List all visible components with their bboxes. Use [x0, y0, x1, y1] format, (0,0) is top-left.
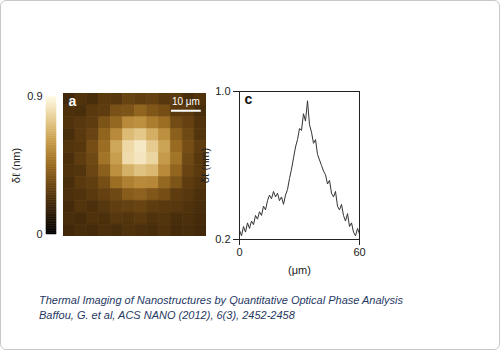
- svg-text:0: 0: [36, 228, 42, 240]
- svg-text:a: a: [69, 93, 77, 109]
- html-text:Baffou, G. et al, ACS NANO (20: Baffou, G. et al, ACS NANO (2012), 6(3),…: [39, 309, 295, 321]
- svg-text:10 μm: 10 μm: [172, 96, 200, 107]
- svg-text:60: 60: [353, 246, 365, 258]
- svg-text:δℓ (nm): δℓ (nm): [10, 148, 22, 183]
- svg-text:c: c: [245, 91, 253, 107]
- html-text:Thermal Imaging of Nanostructu: Thermal Imaging of Nanostructures by Qua…: [39, 294, 403, 306]
- svg-text:0.9: 0.9: [27, 90, 42, 102]
- svg-text:δℓ (nm): δℓ (nm): [199, 148, 211, 183]
- svg-text:(μm): (μm): [288, 264, 311, 276]
- svg-text:1.0: 1.0: [215, 85, 230, 97]
- svg-text:0: 0: [236, 246, 242, 258]
- svg-text:0.2: 0.2: [215, 233, 230, 245]
